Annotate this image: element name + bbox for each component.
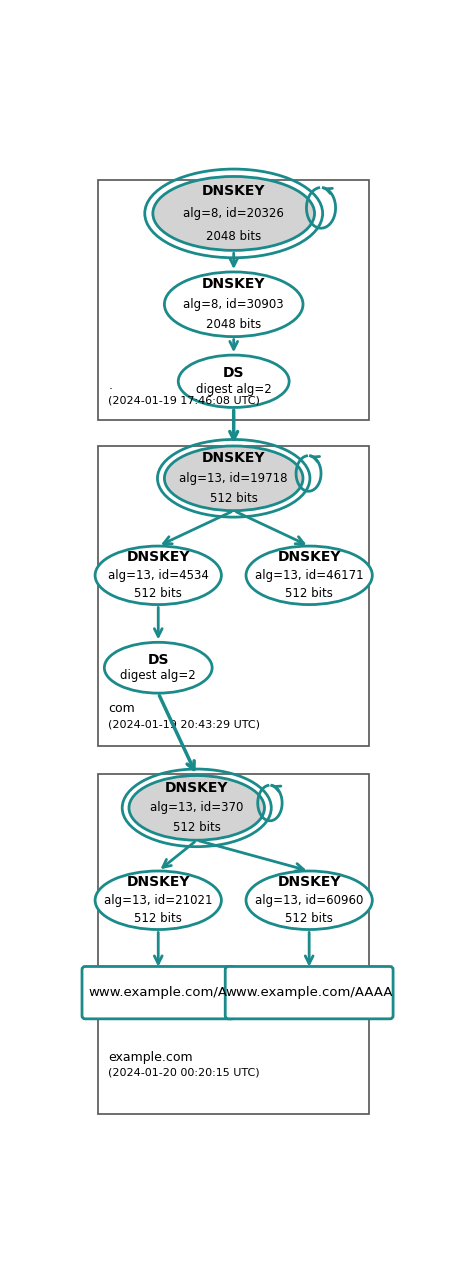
Text: (2024-01-19 17:46:08 UTC): (2024-01-19 17:46:08 UTC) [108,396,259,406]
Text: digest alg=2: digest alg=2 [120,670,196,682]
Ellipse shape [164,446,302,511]
Text: example.com: example.com [108,1051,192,1063]
Text: 512 bits: 512 bits [209,492,257,505]
Ellipse shape [129,776,264,840]
Text: (2024-01-20 00:20:15 UTC): (2024-01-20 00:20:15 UTC) [108,1067,259,1077]
Text: alg=13, id=21021: alg=13, id=21021 [104,893,212,907]
Text: DNSKEY: DNSKEY [202,451,265,465]
FancyBboxPatch shape [98,179,369,419]
FancyBboxPatch shape [98,774,369,1114]
Text: 512 bits: 512 bits [172,822,220,835]
Text: DS: DS [147,653,169,667]
Text: www.example.com/A: www.example.com/A [89,987,227,999]
Text: alg=13, id=4534: alg=13, id=4534 [107,569,208,581]
Text: DNSKEY: DNSKEY [126,875,190,889]
Ellipse shape [246,546,371,604]
Text: alg=13, id=19718: alg=13, id=19718 [179,472,287,484]
Text: 512 bits: 512 bits [284,912,332,925]
Text: 2048 bits: 2048 bits [206,230,261,243]
Text: digest alg=2: digest alg=2 [195,383,271,396]
Text: DNSKEY: DNSKEY [165,781,228,795]
Ellipse shape [95,872,221,929]
Text: www.example.com/AAAA: www.example.com/AAAA [225,987,392,999]
Text: 512 bits: 512 bits [284,587,332,599]
Ellipse shape [178,355,288,408]
Ellipse shape [95,546,221,604]
FancyBboxPatch shape [82,966,234,1019]
Text: alg=13, id=46171: alg=13, id=46171 [254,569,363,581]
Text: DS: DS [222,367,244,380]
Ellipse shape [246,872,371,929]
Text: DNSKEY: DNSKEY [277,875,340,889]
Text: alg=8, id=20326: alg=8, id=20326 [183,207,283,220]
Text: (2024-01-19 20:43:29 UTC): (2024-01-19 20:43:29 UTC) [108,720,260,730]
Text: 512 bits: 512 bits [134,912,182,925]
Text: DNSKEY: DNSKEY [126,550,190,564]
Ellipse shape [152,176,314,250]
Text: DNSKEY: DNSKEY [202,277,265,291]
Text: alg=8, id=30903: alg=8, id=30903 [183,298,283,311]
FancyBboxPatch shape [225,966,392,1019]
Text: com: com [108,703,135,716]
Text: 2048 bits: 2048 bits [206,318,261,331]
Text: alg=13, id=60960: alg=13, id=60960 [254,893,363,907]
Text: 512 bits: 512 bits [134,587,182,599]
Text: alg=13, id=370: alg=13, id=370 [150,801,243,814]
Text: .: . [108,380,112,392]
Ellipse shape [164,272,302,336]
Text: DNSKEY: DNSKEY [277,550,340,564]
FancyBboxPatch shape [98,446,369,746]
Text: DNSKEY: DNSKEY [202,184,265,198]
Ellipse shape [104,643,212,693]
